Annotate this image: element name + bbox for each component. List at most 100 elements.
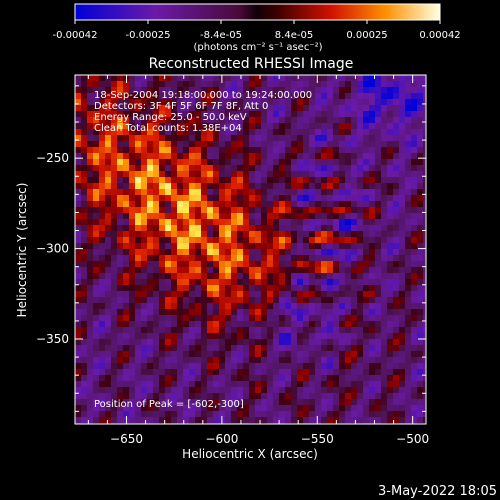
heatmap-cell xyxy=(231,291,237,297)
heatmap-cell xyxy=(177,225,183,231)
heatmap-cell xyxy=(213,123,219,129)
heatmap-cell xyxy=(189,261,195,267)
heatmap-cell xyxy=(339,255,345,261)
heatmap-cell xyxy=(177,387,183,393)
heatmap-cell xyxy=(411,255,417,261)
heatmap-cell xyxy=(309,285,315,291)
heatmap-cell xyxy=(81,273,87,279)
heatmap-cell xyxy=(411,123,417,129)
heatmap-cell xyxy=(363,87,369,93)
heatmap-cell xyxy=(315,411,321,417)
heatmap-cell xyxy=(387,159,393,165)
heatmap-cell xyxy=(279,315,285,321)
heatmap-cell xyxy=(189,141,195,147)
heatmap-cell xyxy=(81,327,87,333)
heatmap-cell xyxy=(291,393,297,399)
heatmap-cell xyxy=(375,81,381,87)
heatmap-cell xyxy=(189,165,195,171)
heatmap-cell xyxy=(261,381,267,387)
heatmap-cell xyxy=(411,357,417,363)
heatmap-cell xyxy=(309,405,315,411)
heatmap-cell xyxy=(207,405,213,411)
heatmap-cell xyxy=(411,231,417,237)
heatmap-cell xyxy=(111,315,117,321)
heatmap-cell xyxy=(351,255,357,261)
heatmap-cell xyxy=(171,195,177,201)
heatmap-cell xyxy=(423,183,426,189)
heatmap-cell xyxy=(123,183,129,189)
heatmap-cell xyxy=(165,177,171,183)
heatmap-cell xyxy=(393,153,399,159)
heatmap-cell xyxy=(81,375,87,381)
heatmap-cell xyxy=(237,189,243,195)
heatmap-cell xyxy=(369,255,375,261)
heatmap-cell xyxy=(279,147,285,153)
heatmap-cell xyxy=(363,255,369,261)
heatmap-cell xyxy=(303,195,309,201)
heatmap-cell xyxy=(405,225,411,231)
heatmap-cell xyxy=(291,417,297,423)
heatmap-cell xyxy=(111,135,117,141)
heatmap-cell xyxy=(315,309,321,315)
heatmap-cell xyxy=(279,285,285,291)
heatmap-cell xyxy=(423,273,426,279)
heatmap-cell xyxy=(303,291,309,297)
heatmap-cell xyxy=(417,87,423,93)
heatmap-cell xyxy=(357,159,363,165)
heatmap-cell xyxy=(381,231,387,237)
heatmap-cell xyxy=(231,93,237,99)
heatmap-cell xyxy=(195,255,201,261)
heatmap-cell xyxy=(135,189,141,195)
heatmap-cell xyxy=(297,99,303,105)
heatmap-cell xyxy=(327,213,333,219)
heatmap-cell xyxy=(345,411,351,417)
heatmap-cell xyxy=(129,267,135,273)
heatmap-cell xyxy=(369,177,375,183)
heatmap-cell xyxy=(303,369,309,375)
heatmap-cell xyxy=(261,129,267,135)
heatmap-cell xyxy=(279,303,285,309)
heatmap-cell xyxy=(81,87,87,93)
heatmap-cell xyxy=(225,165,231,171)
heatmap-cell xyxy=(405,189,411,195)
heatmap-cell xyxy=(363,267,369,273)
heatmap-cell xyxy=(369,237,375,243)
heatmap-cell xyxy=(141,333,147,339)
heatmap-cell xyxy=(285,369,291,375)
heatmap-cell xyxy=(327,387,333,393)
heatmap-cell xyxy=(189,303,195,309)
heatmap-cell xyxy=(369,285,375,291)
heatmap-cell xyxy=(387,285,393,291)
heatmap-cell xyxy=(123,147,129,153)
heatmap-cell xyxy=(243,117,249,123)
heatmap-cell xyxy=(339,273,345,279)
heatmap-cell xyxy=(303,129,309,135)
heatmap-cell xyxy=(147,201,153,207)
heatmap-cell xyxy=(315,417,321,423)
heatmap-cell xyxy=(153,411,159,417)
heatmap-cell xyxy=(105,195,111,201)
heatmap-cell xyxy=(417,327,423,333)
heatmap-cell xyxy=(399,93,405,99)
heatmap-cell xyxy=(387,219,393,225)
heatmap-cell xyxy=(219,93,225,99)
heatmap-cell xyxy=(189,267,195,273)
heatmap-cell xyxy=(171,387,177,393)
heatmap-cell xyxy=(231,165,237,171)
heatmap-cell xyxy=(171,225,177,231)
heatmap-cell xyxy=(243,81,249,87)
heatmap-cell xyxy=(375,351,381,357)
heatmap-cell xyxy=(399,117,405,123)
heatmap-cell xyxy=(195,327,201,333)
heatmap-cell xyxy=(297,189,303,195)
heatmap-cell xyxy=(285,225,291,231)
heatmap-cell xyxy=(417,339,423,345)
heatmap-cell xyxy=(105,141,111,147)
heatmap-cell xyxy=(213,129,219,135)
heatmap-cell xyxy=(81,303,87,309)
heatmap-cell xyxy=(357,297,363,303)
heatmap-cell xyxy=(129,375,135,381)
heatmap-cell xyxy=(153,327,159,333)
heatmap-cell xyxy=(93,417,99,423)
heatmap-cell xyxy=(327,393,333,399)
